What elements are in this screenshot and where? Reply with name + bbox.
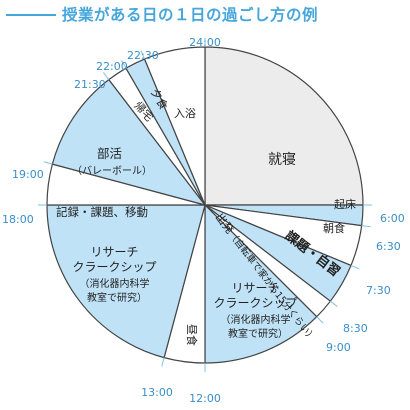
title-decoration-line bbox=[6, 14, 56, 16]
tick-label-24-00: 24:00 bbox=[189, 36, 221, 49]
label-club: 部活 （バレーボール） bbox=[72, 143, 152, 177]
pie-slice-0 bbox=[204, 46, 364, 206]
page-title: 授業がある日の１日の過ごし方の例 bbox=[62, 6, 319, 24]
tick-label-6-00: 6:00 bbox=[380, 212, 405, 225]
label-research-pm: リサーチ クラークシップ （消化器内科学 教室で研究） bbox=[72, 241, 161, 304]
label-research-pm-line4: 教室で研究） bbox=[87, 291, 147, 304]
tick-label-19-00: 19:00 bbox=[12, 168, 44, 181]
label-research-am-line4: 教室で研究） bbox=[228, 327, 288, 340]
label-research-am-line1: リサーチ bbox=[231, 281, 279, 295]
tick-line-12 bbox=[140, 50, 146, 60]
label-club-line2: （バレーボール） bbox=[72, 165, 152, 177]
label-research-pm-line2: クラークシップ bbox=[72, 260, 156, 274]
tick-line-4 bbox=[330, 300, 338, 308]
label-research-am-line2: クラークシップ bbox=[213, 296, 297, 310]
pie-slice-5 bbox=[204, 203, 318, 364]
tick-label-12-00: 12:00 bbox=[189, 392, 221, 405]
label-research-am: リサーチ クラークシップ （消化器内科学 教室で研究） bbox=[213, 277, 302, 340]
tick-line-5 bbox=[316, 316, 324, 324]
tick-label-9-00: 9:00 bbox=[326, 341, 351, 354]
time-tick-lines bbox=[38, 38, 372, 372]
pie-slice-7 bbox=[46, 204, 206, 359]
tick-label-18-00: 18:00 bbox=[2, 213, 34, 226]
label-research-am-line3: （消化器内科学 bbox=[220, 313, 290, 326]
label-bath: 入浴 bbox=[174, 107, 196, 120]
tick-line-9 bbox=[43, 161, 53, 165]
label-club-line1: 部活 bbox=[97, 146, 122, 161]
label-breakfast: 朝食 bbox=[323, 221, 345, 235]
pie-slices bbox=[46, 46, 364, 364]
tick-line-10 bbox=[102, 72, 110, 80]
title-row: 授業がある日の１日の過ごし方の例 bbox=[0, 0, 410, 30]
tick-label-22-30: 22:30 bbox=[127, 49, 159, 62]
pie-slice-9 bbox=[51, 78, 207, 207]
tick-label-13-00: 13:00 bbox=[141, 386, 173, 399]
label-wake: 起床 bbox=[334, 197, 356, 211]
tick-line-7 bbox=[161, 357, 165, 367]
label-lunch: 昼食 bbox=[185, 324, 199, 346]
tick-line-2 bbox=[361, 225, 371, 228]
tick-label-6-30: 6:30 bbox=[376, 240, 401, 253]
label-record: 記録・課題、移動 bbox=[56, 205, 148, 219]
label-research-pm-line1: リサーチ bbox=[90, 245, 138, 259]
tick-line-3 bbox=[350, 264, 360, 270]
time-tick-labels: 24:00 6:00 6:30 7:30 8:30 9:00 12:00 13:… bbox=[2, 36, 405, 405]
daily-schedule-pie-chart: 24:00 6:00 6:30 7:30 8:30 9:00 12:00 13:… bbox=[2, 36, 405, 405]
tick-line-11 bbox=[121, 60, 127, 69]
label-sleep: 就寝 bbox=[268, 151, 296, 168]
tick-label-8-30: 8:30 bbox=[343, 322, 368, 335]
tick-label-7-30: 7:30 bbox=[366, 284, 391, 297]
pie-slice-12 bbox=[143, 46, 206, 206]
tick-label-22-00: 22:00 bbox=[96, 60, 128, 73]
label-research-pm-line3: （消化器内科学 bbox=[79, 277, 149, 290]
tick-label-21-30: 21:30 bbox=[74, 78, 106, 91]
